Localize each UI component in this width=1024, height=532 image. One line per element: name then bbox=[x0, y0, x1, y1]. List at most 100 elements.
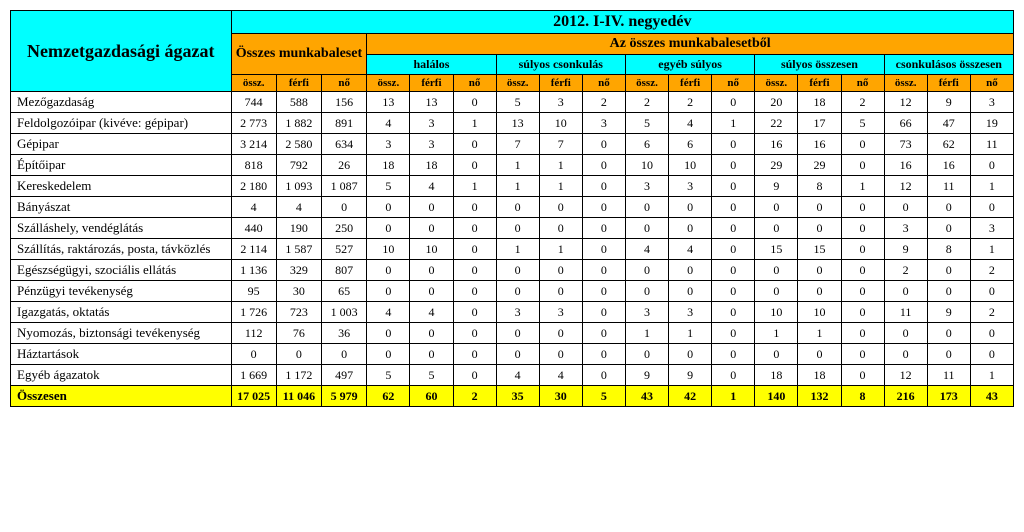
value-cell: 0 bbox=[582, 197, 625, 218]
value-cell: 0 bbox=[625, 344, 668, 365]
value-cell: 0 bbox=[927, 323, 970, 344]
value-cell: 0 bbox=[539, 260, 582, 281]
value-cell: 0 bbox=[410, 197, 453, 218]
sector-cell: Kereskedelem bbox=[11, 176, 232, 197]
value-cell: 9 bbox=[625, 365, 668, 386]
value-cell: 1 bbox=[625, 323, 668, 344]
value-cell: 0 bbox=[231, 344, 276, 365]
value-cell: 0 bbox=[970, 155, 1013, 176]
value-cell: 807 bbox=[322, 260, 367, 281]
sector-cell: Mezőgazdaság bbox=[11, 92, 232, 113]
value-cell: 0 bbox=[367, 218, 410, 239]
value-cell: 1 bbox=[712, 386, 755, 407]
value-cell: 2 bbox=[884, 260, 927, 281]
value-cell: 0 bbox=[669, 281, 712, 302]
value-cell: 11 bbox=[927, 176, 970, 197]
sector-cell: Egészségügyi, szociális ellátás bbox=[11, 260, 232, 281]
value-cell: 0 bbox=[625, 218, 668, 239]
value-cell: 3 214 bbox=[231, 134, 276, 155]
value-cell: 497 bbox=[322, 365, 367, 386]
value-cell: 35 bbox=[496, 386, 539, 407]
value-cell: 0 bbox=[453, 155, 496, 176]
header-subcol: össz. bbox=[367, 75, 410, 92]
value-cell: 3 bbox=[884, 218, 927, 239]
value-cell: 0 bbox=[367, 281, 410, 302]
value-cell: 5 bbox=[410, 365, 453, 386]
value-cell: 65 bbox=[322, 281, 367, 302]
value-cell: 2 114 bbox=[231, 239, 276, 260]
value-cell: 15 bbox=[755, 239, 798, 260]
value-cell: 0 bbox=[798, 197, 841, 218]
value-cell: 76 bbox=[276, 323, 321, 344]
value-cell: 16 bbox=[755, 134, 798, 155]
value-cell: 2 bbox=[970, 302, 1013, 323]
value-cell: 1 bbox=[453, 176, 496, 197]
header-subcol: férfi bbox=[276, 75, 321, 92]
value-cell: 60 bbox=[410, 386, 453, 407]
value-cell: 0 bbox=[367, 260, 410, 281]
value-cell: 8 bbox=[841, 386, 884, 407]
sector-cell: Háztartások bbox=[11, 344, 232, 365]
value-cell: 0 bbox=[539, 281, 582, 302]
header-subcol: össz. bbox=[496, 75, 539, 92]
value-cell: 1 bbox=[539, 176, 582, 197]
value-cell: 4 bbox=[669, 239, 712, 260]
value-cell: 0 bbox=[841, 239, 884, 260]
value-cell: 0 bbox=[539, 344, 582, 365]
value-cell: 0 bbox=[712, 197, 755, 218]
value-cell: 0 bbox=[582, 218, 625, 239]
value-cell: 1 669 bbox=[231, 365, 276, 386]
value-cell: 0 bbox=[453, 239, 496, 260]
value-cell: 1 136 bbox=[231, 260, 276, 281]
value-cell: 1 087 bbox=[322, 176, 367, 197]
header-group-4: csonkulásos összesen bbox=[884, 55, 1013, 75]
value-cell: 12 bbox=[884, 365, 927, 386]
value-cell: 634 bbox=[322, 134, 367, 155]
value-cell: 3 bbox=[410, 134, 453, 155]
value-cell: 0 bbox=[884, 281, 927, 302]
header-subcol: nő bbox=[582, 75, 625, 92]
value-cell: 329 bbox=[276, 260, 321, 281]
value-cell: 112 bbox=[231, 323, 276, 344]
value-cell: 3 bbox=[582, 113, 625, 134]
value-cell: 2 bbox=[669, 92, 712, 113]
value-cell: 0 bbox=[453, 197, 496, 218]
value-cell: 0 bbox=[322, 197, 367, 218]
value-cell: 4 bbox=[231, 197, 276, 218]
value-cell: 18 bbox=[410, 155, 453, 176]
value-cell: 0 bbox=[712, 239, 755, 260]
value-cell: 1 bbox=[970, 239, 1013, 260]
value-cell: 891 bbox=[322, 113, 367, 134]
value-cell: 1 bbox=[496, 176, 539, 197]
value-cell: 19 bbox=[970, 113, 1013, 134]
value-cell: 7 bbox=[496, 134, 539, 155]
header-sector: Nemzetgazdasági ágazat bbox=[11, 11, 232, 92]
value-cell: 0 bbox=[453, 344, 496, 365]
value-cell: 0 bbox=[927, 281, 970, 302]
value-cell: 0 bbox=[496, 260, 539, 281]
value-cell: 43 bbox=[970, 386, 1013, 407]
value-cell: 0 bbox=[453, 281, 496, 302]
value-cell: 13 bbox=[367, 92, 410, 113]
table-row: Háztartások000000000000000000 bbox=[11, 344, 1014, 365]
value-cell: 0 bbox=[841, 134, 884, 155]
value-cell: 3 bbox=[367, 134, 410, 155]
sector-cell: Összesen bbox=[11, 386, 232, 407]
sector-cell: Feldolgozóipar (kivéve: gépipar) bbox=[11, 113, 232, 134]
sector-cell: Igazgatás, oktatás bbox=[11, 302, 232, 323]
value-cell: 18 bbox=[755, 365, 798, 386]
value-cell: 0 bbox=[625, 260, 668, 281]
value-cell: 62 bbox=[927, 134, 970, 155]
value-cell: 0 bbox=[712, 281, 755, 302]
value-cell: 10 bbox=[367, 239, 410, 260]
value-cell: 29 bbox=[755, 155, 798, 176]
value-cell: 2 bbox=[453, 386, 496, 407]
value-cell: 1 bbox=[712, 113, 755, 134]
value-cell: 3 bbox=[539, 302, 582, 323]
value-cell: 8 bbox=[927, 239, 970, 260]
value-cell: 5 bbox=[625, 113, 668, 134]
table-row-total: Összesen17 02511 0465 979626023530543421… bbox=[11, 386, 1014, 407]
value-cell: 0 bbox=[582, 344, 625, 365]
sector-cell: Szálláshely, vendéglátás bbox=[11, 218, 232, 239]
value-cell: 744 bbox=[231, 92, 276, 113]
